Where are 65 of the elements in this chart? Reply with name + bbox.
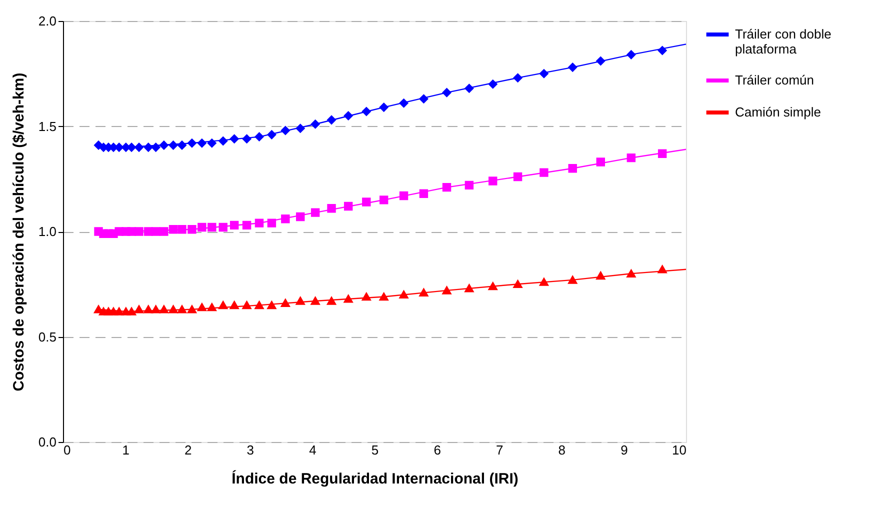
point bbox=[208, 222, 216, 232]
point bbox=[442, 286, 452, 294]
point bbox=[151, 142, 160, 152]
point bbox=[127, 308, 136, 316]
x-axis-title: Índice de Regularidad Internacional (IRI) bbox=[232, 470, 518, 488]
point bbox=[281, 299, 290, 307]
x-tick-label: 6 bbox=[434, 442, 441, 458]
y-tick-label: 0.5 bbox=[38, 329, 56, 344]
point bbox=[488, 282, 498, 290]
y-axis-title: Costos de operación del vehículo ($/veh-km) bbox=[10, 72, 28, 392]
point bbox=[178, 305, 186, 314]
point bbox=[419, 288, 428, 296]
x-tick-label: 7 bbox=[496, 442, 504, 458]
point bbox=[568, 276, 577, 284]
point bbox=[151, 305, 160, 314]
point bbox=[296, 297, 305, 305]
point bbox=[488, 176, 498, 186]
point bbox=[626, 270, 636, 278]
point bbox=[596, 158, 606, 166]
point bbox=[327, 297, 336, 305]
x-tick-label: 10 bbox=[672, 442, 686, 458]
point bbox=[242, 301, 252, 310]
point bbox=[362, 198, 371, 206]
point bbox=[513, 280, 522, 288]
point bbox=[658, 265, 667, 274]
y-tick-label: 1.5 bbox=[38, 118, 56, 134]
legend-label: Camión simple bbox=[735, 104, 821, 120]
point bbox=[379, 292, 388, 301]
x-tick-label: 2 bbox=[184, 442, 192, 458]
point bbox=[310, 208, 320, 217]
point bbox=[254, 301, 264, 310]
point bbox=[379, 196, 388, 204]
point bbox=[160, 227, 168, 236]
y-tick-label: 2.0 bbox=[38, 14, 56, 28]
x-tick-label: 1 bbox=[122, 442, 130, 458]
legend-label: Tráiler común bbox=[735, 72, 814, 88]
point bbox=[188, 225, 196, 234]
point bbox=[267, 301, 276, 310]
point bbox=[327, 204, 336, 213]
point bbox=[160, 305, 168, 314]
x-tick-label: 9 bbox=[620, 442, 628, 458]
y-tick-label: 0.0 bbox=[38, 434, 56, 450]
point bbox=[134, 227, 144, 236]
point bbox=[310, 297, 320, 305]
point bbox=[344, 294, 353, 303]
x-tick-label: 8 bbox=[558, 442, 566, 458]
point bbox=[254, 218, 264, 228]
x-tick-label: 3 bbox=[246, 442, 254, 458]
point bbox=[267, 218, 276, 228]
point bbox=[134, 305, 144, 314]
point bbox=[168, 305, 178, 314]
y-tick-label: 1.0 bbox=[38, 224, 56, 239]
point bbox=[198, 222, 206, 232]
x-tick-label: 5 bbox=[371, 442, 379, 458]
point bbox=[178, 225, 186, 234]
x-tick-label: 0 bbox=[64, 442, 71, 458]
x-tick-label: 4 bbox=[309, 442, 316, 458]
point bbox=[540, 168, 548, 177]
point bbox=[658, 46, 667, 55]
point bbox=[208, 138, 216, 148]
point bbox=[540, 278, 548, 286]
point bbox=[281, 214, 290, 224]
point bbox=[399, 290, 408, 299]
point bbox=[188, 305, 196, 314]
legend-label: Tráiler con doble plataforma bbox=[735, 26, 832, 56]
